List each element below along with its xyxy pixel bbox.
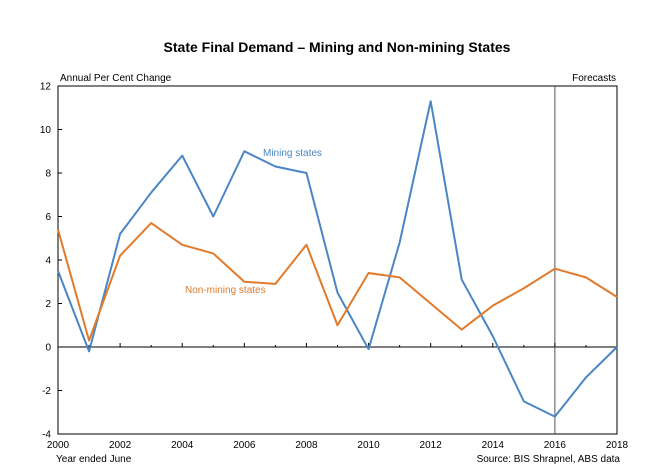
series-label-mining: Mining states bbox=[263, 148, 322, 159]
x-axis-label: Year ended June bbox=[56, 454, 132, 465]
y-tick-label: -4 bbox=[42, 430, 51, 441]
x-tick-label: 2012 bbox=[420, 440, 443, 451]
x-tick-label: 2000 bbox=[47, 440, 70, 451]
x-tick-label: 2004 bbox=[171, 440, 194, 451]
y-tick-label: 4 bbox=[45, 256, 51, 267]
series-label-non-mining: Non-mining states bbox=[185, 285, 266, 296]
y-tick-label: 2 bbox=[45, 299, 51, 310]
y-tick-label: 6 bbox=[45, 212, 51, 223]
plot-area bbox=[57, 85, 618, 435]
y-tick-label: 0 bbox=[45, 343, 51, 354]
x-tick-label: 2002 bbox=[109, 440, 132, 451]
y-axis-label: Annual Per Cent Change bbox=[60, 73, 172, 84]
x-tick-label: 2010 bbox=[357, 440, 380, 451]
series-lines bbox=[57, 100, 618, 418]
x-tick-label: 2006 bbox=[233, 440, 256, 451]
y-tick-label: 12 bbox=[40, 82, 52, 93]
forecast-label: Forecasts bbox=[572, 73, 616, 84]
x-tick-label: 2018 bbox=[606, 440, 629, 451]
y-tick-label: 10 bbox=[40, 125, 52, 136]
x-tick-label: 2016 bbox=[544, 440, 567, 451]
series-line-non-mining bbox=[57, 222, 618, 342]
x-axis: 2000 2002 2004 2006 2008 2010 2012 2014 2016 2018 bbox=[47, 343, 629, 451]
y-tick-label: -2 bbox=[42, 386, 51, 397]
y-axis: -4 -2 0 2 4 6 8 10 12 bbox=[40, 82, 62, 441]
y-tick-label: 8 bbox=[45, 169, 51, 180]
series-line-mining bbox=[57, 100, 618, 418]
chart-title: State Final Demand – Mining and Non-mini… bbox=[164, 39, 511, 55]
source-note: Source: BIS Shrapnel, ABS data bbox=[477, 454, 621, 465]
x-tick-label: 2008 bbox=[295, 440, 318, 451]
x-tick-label: 2014 bbox=[482, 440, 505, 451]
